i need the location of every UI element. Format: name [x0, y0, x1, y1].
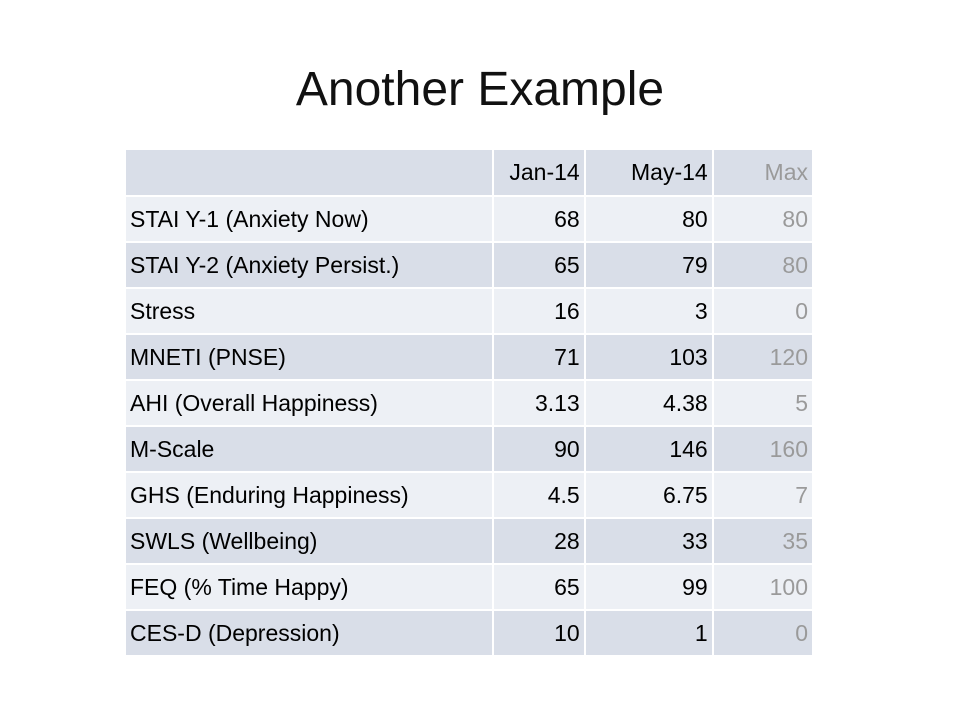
row-may-value: 99: [584, 564, 714, 611]
table-row: SWLS (Wellbeing) 28 33 35: [126, 518, 815, 565]
row-may-value: 80: [584, 196, 714, 243]
row-max-value: 5: [712, 380, 815, 427]
header-may-14: May-14: [584, 150, 714, 197]
row-max-value: 100: [712, 564, 815, 611]
table-row: AHI (Overall Happiness) 3.13 4.38 5: [126, 380, 815, 427]
row-max-value: 35: [712, 518, 815, 565]
row-label: CES-D (Depression): [126, 610, 494, 657]
table-header-row: Jan-14 May-14 Max: [126, 150, 815, 197]
row-may-value: 6.75: [584, 472, 714, 519]
row-max-value: 80: [712, 196, 815, 243]
header-max: Max: [712, 150, 815, 197]
header-label-cell: [126, 150, 494, 197]
header-jan-14: Jan-14: [492, 150, 586, 197]
row-max-value: 0: [712, 610, 815, 657]
row-jan-value: 10: [492, 610, 586, 657]
row-may-value: 146: [584, 426, 714, 473]
row-may-value: 103: [584, 334, 714, 381]
table-row: M-Scale 90 146 160: [126, 426, 815, 473]
row-jan-value: 68: [492, 196, 586, 243]
row-jan-value: 65: [492, 242, 586, 289]
row-max-value: 120: [712, 334, 815, 381]
row-jan-value: 65: [492, 564, 586, 611]
row-may-value: 3: [584, 288, 714, 335]
row-label: FEQ (% Time Happy): [126, 564, 494, 611]
row-max-value: 0: [712, 288, 815, 335]
table-row: STAI Y-2 (Anxiety Persist.) 65 79 80: [126, 242, 815, 289]
row-may-value: 4.38: [584, 380, 714, 427]
table-row: GHS (Enduring Happiness) 4.5 6.75 7: [126, 472, 815, 519]
row-jan-value: 71: [492, 334, 586, 381]
row-jan-value: 90: [492, 426, 586, 473]
row-may-value: 1: [584, 610, 714, 657]
table-row: MNETI (PNSE) 71 103 120: [126, 334, 815, 381]
row-may-value: 79: [584, 242, 714, 289]
results-table: Jan-14 May-14 Max STAI Y-1 (Anxiety Now)…: [126, 150, 815, 657]
slide-title: Another Example: [295, 63, 665, 116]
table-row: STAI Y-1 (Anxiety Now) 68 80 80: [126, 196, 815, 243]
row-label: GHS (Enduring Happiness): [126, 472, 494, 519]
row-jan-value: 4.5: [492, 472, 586, 519]
row-jan-value: 28: [492, 518, 586, 565]
row-label: M-Scale: [126, 426, 494, 473]
row-max-value: 160: [712, 426, 815, 473]
row-max-value: 7: [712, 472, 815, 519]
row-label: MNETI (PNSE): [126, 334, 494, 381]
row-may-value: 33: [584, 518, 714, 565]
table-row: Stress 16 3 0: [126, 288, 815, 335]
table-row: FEQ (% Time Happy) 65 99 100: [126, 564, 815, 611]
row-max-value: 80: [712, 242, 815, 289]
row-label: Stress: [126, 288, 494, 335]
table-row: CES-D (Depression) 10 1 0: [126, 610, 815, 657]
row-jan-value: 16: [492, 288, 586, 335]
row-jan-value: 3.13: [492, 380, 586, 427]
row-label: AHI (Overall Happiness): [126, 380, 494, 427]
row-label: STAI Y-2 (Anxiety Persist.): [126, 242, 494, 289]
row-label: STAI Y-1 (Anxiety Now): [126, 196, 494, 243]
row-label: SWLS (Wellbeing): [126, 518, 494, 565]
